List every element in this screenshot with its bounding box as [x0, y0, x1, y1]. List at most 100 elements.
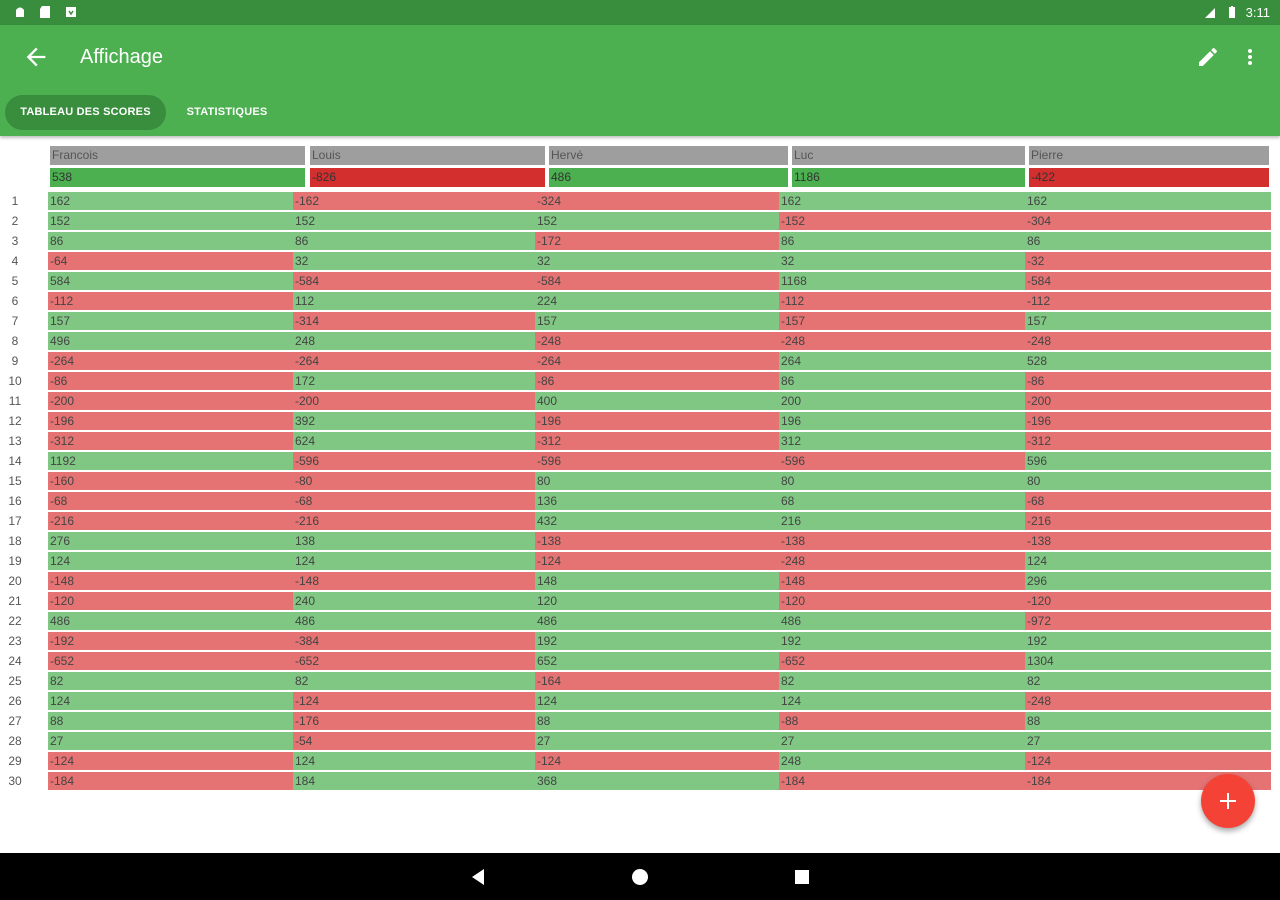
nav-recents-icon[interactable]	[791, 866, 813, 888]
score-cell[interactable]: 138	[293, 532, 535, 550]
score-cell[interactable]: -324	[535, 192, 779, 210]
score-cell[interactable]: -112	[779, 292, 1025, 310]
score-cell[interactable]: 152	[535, 212, 779, 230]
score-cell[interactable]: 486	[779, 612, 1025, 630]
score-cell[interactable]: 124	[535, 692, 779, 710]
score-cell[interactable]: 88	[48, 712, 293, 730]
score-cell[interactable]: -68	[1025, 492, 1271, 510]
score-cell[interactable]: 392	[293, 412, 535, 430]
score-cell[interactable]: -584	[535, 272, 779, 290]
score-cell[interactable]: -138	[1025, 532, 1271, 550]
score-cell[interactable]: -138	[535, 532, 779, 550]
score-cell[interactable]: -176	[293, 712, 535, 730]
score-cell[interactable]: 224	[535, 292, 779, 310]
score-cell[interactable]: 162	[779, 192, 1025, 210]
score-cell[interactable]: 80	[779, 472, 1025, 490]
score-cell[interactable]: -184	[779, 772, 1025, 790]
score-cell[interactable]: 86	[293, 232, 535, 250]
score-cell[interactable]: 486	[48, 612, 293, 630]
score-cell[interactable]: 248	[293, 332, 535, 350]
score-cell[interactable]: -248	[535, 332, 779, 350]
score-cell[interactable]: -160	[48, 472, 293, 490]
score-cell[interactable]: 80	[535, 472, 779, 490]
score-cell[interactable]: 1304	[1025, 652, 1271, 670]
score-cell[interactable]: 124	[48, 692, 293, 710]
score-cell[interactable]: 486	[293, 612, 535, 630]
score-cell[interactable]: -314	[293, 312, 535, 330]
score-cell[interactable]: 124	[48, 552, 293, 570]
score-cell[interactable]: 82	[779, 672, 1025, 690]
score-cell[interactable]: -216	[1025, 512, 1271, 530]
score-cell[interactable]: -652	[48, 652, 293, 670]
score-cell[interactable]: -972	[1025, 612, 1271, 630]
score-cell[interactable]: 86	[779, 372, 1025, 390]
score-cell[interactable]: 27	[48, 732, 293, 750]
score-cell[interactable]: 162	[48, 192, 293, 210]
score-cell[interactable]: 152	[293, 212, 535, 230]
nav-back-icon[interactable]	[467, 866, 489, 888]
score-cell[interactable]: 486	[535, 612, 779, 630]
score-cell[interactable]: -196	[535, 412, 779, 430]
score-cell[interactable]: -584	[1025, 272, 1271, 290]
score-cell[interactable]: 27	[1025, 732, 1271, 750]
score-cell[interactable]: 120	[535, 592, 779, 610]
score-cell[interactable]: 157	[48, 312, 293, 330]
score-cell[interactable]: -64	[48, 252, 293, 270]
score-cell[interactable]: 624	[293, 432, 535, 450]
score-cell[interactable]: 86	[1025, 232, 1271, 250]
score-cell[interactable]: 82	[48, 672, 293, 690]
score-cell[interactable]: 312	[779, 432, 1025, 450]
score-cell[interactable]: 124	[779, 692, 1025, 710]
score-cell[interactable]: -248	[779, 552, 1025, 570]
score-cell[interactable]: -86	[1025, 372, 1271, 390]
score-cell[interactable]: 80	[1025, 472, 1271, 490]
score-cell[interactable]: 264	[779, 352, 1025, 370]
score-cell[interactable]: -112	[48, 292, 293, 310]
back-arrow-icon[interactable]	[22, 43, 50, 71]
score-cell[interactable]: -148	[48, 572, 293, 590]
score-cell[interactable]: 496	[48, 332, 293, 350]
score-cell[interactable]: -264	[48, 352, 293, 370]
score-cell[interactable]: -652	[293, 652, 535, 670]
score-cell[interactable]: 248	[779, 752, 1025, 770]
score-cell[interactable]: -216	[48, 512, 293, 530]
score-cell[interactable]: 32	[293, 252, 535, 270]
score-cell[interactable]: -120	[48, 592, 293, 610]
score-cell[interactable]: 88	[535, 712, 779, 730]
score-cell[interactable]: 124	[1025, 552, 1271, 570]
score-cell[interactable]: 296	[1025, 572, 1271, 590]
score-cell[interactable]: -248	[779, 332, 1025, 350]
score-cell[interactable]: 27	[535, 732, 779, 750]
score-cell[interactable]: -192	[48, 632, 293, 650]
score-cell[interactable]: 192	[779, 632, 1025, 650]
add-round-button[interactable]	[1201, 774, 1255, 828]
score-cell[interactable]: 528	[1025, 352, 1271, 370]
score-cell[interactable]: 196	[779, 412, 1025, 430]
score-cell[interactable]: 652	[535, 652, 779, 670]
score-cell[interactable]: 152	[48, 212, 293, 230]
score-cell[interactable]: -196	[48, 412, 293, 430]
score-cell[interactable]: -596	[779, 452, 1025, 470]
score-cell[interactable]: -157	[779, 312, 1025, 330]
score-cell[interactable]: -120	[779, 592, 1025, 610]
score-cell[interactable]: 584	[48, 272, 293, 290]
score-cell[interactable]: -120	[1025, 592, 1271, 610]
score-cell[interactable]: -200	[293, 392, 535, 410]
score-cell[interactable]: -148	[779, 572, 1025, 590]
score-cell[interactable]: 86	[779, 232, 1025, 250]
score-cell[interactable]: 432	[535, 512, 779, 530]
score-cell[interactable]: 82	[293, 672, 535, 690]
score-cell[interactable]: -200	[48, 392, 293, 410]
score-cell[interactable]: -384	[293, 632, 535, 650]
score-cell[interactable]: -196	[1025, 412, 1271, 430]
score-cell[interactable]: 184	[293, 772, 535, 790]
score-cell[interactable]: -148	[293, 572, 535, 590]
score-cell[interactable]: 68	[779, 492, 1025, 510]
score-cell[interactable]: 88	[1025, 712, 1271, 730]
score-cell[interactable]: -172	[535, 232, 779, 250]
score-cell[interactable]: -264	[293, 352, 535, 370]
score-cell[interactable]: 276	[48, 532, 293, 550]
score-cell[interactable]: -124	[535, 552, 779, 570]
score-cell[interactable]: -312	[535, 432, 779, 450]
score-cell[interactable]: -88	[779, 712, 1025, 730]
